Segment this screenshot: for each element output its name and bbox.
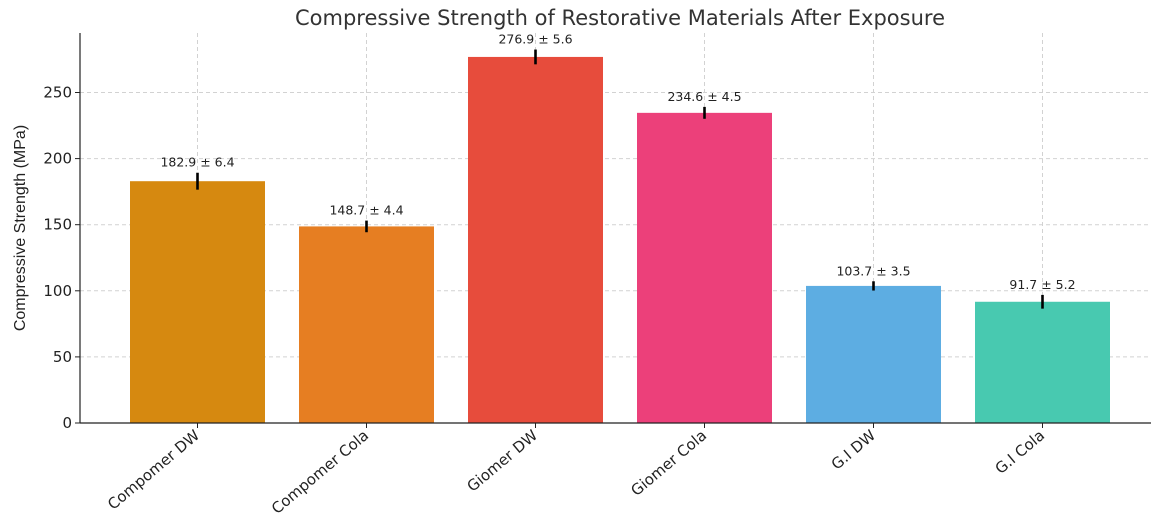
- data-label: 234.6 ± 4.5: [667, 89, 741, 104]
- x-tick-label: G.I DW: [828, 426, 880, 473]
- bar: [975, 301, 1110, 423]
- x-tick-label: Compomer DW: [104, 426, 203, 513]
- y-tick-label: 0: [62, 414, 72, 432]
- y-axis-label: Compressive Strength (MPa): [12, 125, 29, 331]
- chart-title: Compressive Strength of Restorative Mate…: [295, 6, 945, 30]
- x-tick-label: Compomer Cola: [268, 426, 372, 517]
- data-label: 91.7 ± 5.2: [1009, 277, 1075, 292]
- y-tick-label: 150: [43, 216, 72, 234]
- data-label: 182.9 ± 6.4: [160, 155, 234, 170]
- data-label: 148.7 ± 4.4: [329, 203, 403, 218]
- x-tick-label: Giomer DW: [464, 426, 542, 495]
- bar: [637, 112, 772, 424]
- data-label: 276.9 ± 5.6: [498, 32, 572, 47]
- bars: 182.9 ± 6.4 148.7 ± 4.4 276.9 ± 5.6 234.6 ±…: [130, 32, 1110, 424]
- bar: [806, 285, 941, 423]
- y-tick-label: 100: [43, 282, 72, 300]
- bar: [468, 56, 603, 424]
- y-tick-label: 50: [53, 348, 72, 366]
- bar: [130, 181, 265, 423]
- y-tick-label: 250: [43, 83, 72, 101]
- x-tick-label: Giomer Cola: [627, 426, 710, 499]
- bar: [299, 226, 434, 423]
- data-label: 103.7 ± 3.5: [836, 263, 910, 278]
- x-tick-label: G.I Cola: [992, 426, 1048, 477]
- y-tick-label: 200: [43, 150, 72, 168]
